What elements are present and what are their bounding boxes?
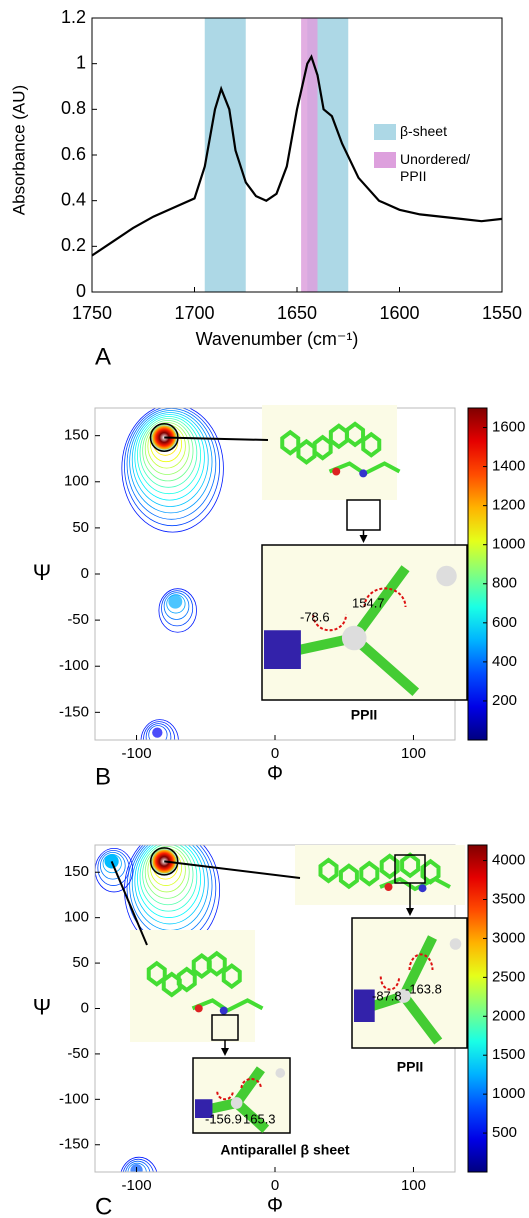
annotation: 154.7 bbox=[352, 595, 385, 610]
y-tick-label: 0 bbox=[81, 565, 89, 582]
colorbar-tick-label: 1000 bbox=[492, 1085, 525, 1102]
colorbar-tick-label: 3500 bbox=[492, 890, 525, 907]
x-tick-label: -100 bbox=[122, 1177, 152, 1194]
y-tick-label: 100 bbox=[64, 909, 89, 926]
colorbar-tick-label: 2000 bbox=[492, 1007, 525, 1024]
y-tick-label: 0.8 bbox=[61, 98, 86, 118]
x-axis-label: Φ bbox=[267, 1194, 283, 1216]
y-tick-label: 0.4 bbox=[61, 189, 86, 209]
colorbar bbox=[468, 845, 487, 1172]
y-axis-label: Ψ bbox=[33, 560, 51, 585]
y-tick-label: 50 bbox=[72, 519, 89, 536]
x-tick-label: -100 bbox=[122, 745, 152, 762]
y-tick-label: 1.2 bbox=[61, 7, 86, 27]
hotspot bbox=[152, 727, 162, 737]
x-tick-label: 0 bbox=[271, 1177, 279, 1194]
x-tick-label: 100 bbox=[401, 745, 426, 762]
panel-label: B bbox=[95, 763, 111, 790]
annotation: Antiparallel β sheet bbox=[220, 1142, 349, 1158]
n-atom bbox=[264, 630, 301, 669]
x-axis-label: Wavenumber (cm⁻¹) bbox=[196, 329, 359, 349]
y-tick-label: 0 bbox=[81, 999, 89, 1016]
annotation: 165.3 bbox=[243, 1111, 276, 1126]
y-tick-label: -100 bbox=[59, 1090, 89, 1107]
y-tick-label: 1 bbox=[76, 52, 86, 72]
x-tick-label: 1700 bbox=[174, 303, 214, 323]
y-tick-label: 150 bbox=[64, 863, 89, 880]
y-tick-label: 150 bbox=[64, 427, 89, 444]
y-tick-label: -150 bbox=[59, 1136, 89, 1153]
colorbar-tick-label: 200 bbox=[492, 692, 517, 709]
y-tick-label: -150 bbox=[59, 703, 89, 720]
y-tick-label: 0.2 bbox=[61, 235, 86, 255]
legend-label: β-sheet bbox=[400, 123, 480, 140]
annotation: -156.9 bbox=[205, 1111, 242, 1126]
y-axis-label: Ψ bbox=[33, 994, 51, 1019]
annotation: PPII bbox=[351, 707, 377, 723]
h-atom bbox=[275, 1068, 285, 1078]
figure: A 1750 1700 1650 1600 1550 0 0.2 0.4 0.6 0.8 1 1.2 Wa… bbox=[0, 0, 529, 1218]
colorbar-tick-label: 1200 bbox=[492, 497, 525, 514]
y-tick-label: 50 bbox=[72, 954, 89, 971]
colorbar-tick-label: 4000 bbox=[492, 852, 525, 869]
colorbar-tick-label: 2500 bbox=[492, 968, 525, 985]
colorbar bbox=[468, 408, 487, 740]
colorbar-tick-label: 500 bbox=[492, 1124, 517, 1141]
atom bbox=[332, 468, 340, 476]
annotation: -87.8 bbox=[372, 988, 402, 1003]
colorbar-tick-label: 3000 bbox=[492, 929, 525, 946]
x-tick-label: 1600 bbox=[379, 303, 419, 323]
atom bbox=[419, 884, 427, 892]
colorbar-tick-label: 1400 bbox=[492, 458, 525, 475]
annotation: PPII bbox=[397, 1059, 423, 1075]
annotation: -163.8 bbox=[405, 981, 442, 996]
colorbar-tick-label: 800 bbox=[492, 575, 517, 592]
x-tick-label: 1650 bbox=[277, 303, 317, 323]
atom bbox=[359, 469, 367, 477]
x-tick-label: 1750 bbox=[72, 303, 112, 323]
y-tick-label: -100 bbox=[59, 657, 89, 674]
h-atom bbox=[342, 626, 367, 651]
x-axis-label: Φ bbox=[267, 762, 283, 784]
colorbar-tick-label: 600 bbox=[492, 614, 517, 631]
legend-label: Unordered/ PPII bbox=[400, 151, 480, 185]
hotspot bbox=[168, 595, 182, 609]
legend-swatch bbox=[374, 152, 396, 168]
y-tick-label: 0.6 bbox=[61, 144, 86, 164]
h-atom bbox=[450, 938, 462, 950]
x-tick-label: 100 bbox=[401, 1177, 426, 1194]
y-tick-label: 100 bbox=[64, 473, 89, 490]
y-tick-label: -50 bbox=[67, 611, 89, 628]
atom bbox=[220, 1007, 228, 1015]
colorbar-tick-label: 400 bbox=[492, 653, 517, 670]
annotation: -78.6 bbox=[300, 609, 330, 624]
colorbar-tick-label: 1000 bbox=[492, 536, 525, 553]
x-tick-label: 1550 bbox=[482, 303, 522, 323]
atom bbox=[195, 1004, 203, 1012]
h-atom bbox=[436, 566, 457, 587]
y-axis-label: Absorbance (AU) bbox=[9, 85, 28, 215]
colorbar-tick-label: 1500 bbox=[492, 1046, 525, 1063]
y-tick-label: 0 bbox=[76, 281, 86, 301]
y-tick-label: -50 bbox=[67, 1045, 89, 1062]
panel-label: C bbox=[95, 1193, 112, 1218]
band bbox=[205, 18, 246, 292]
x-tick-label: 0 bbox=[271, 745, 279, 762]
atom bbox=[385, 883, 393, 891]
colorbar-tick-label: 1600 bbox=[492, 418, 525, 435]
panel-label: A bbox=[95, 343, 111, 370]
h-atom bbox=[231, 1097, 243, 1109]
legend-swatch bbox=[374, 124, 396, 140]
